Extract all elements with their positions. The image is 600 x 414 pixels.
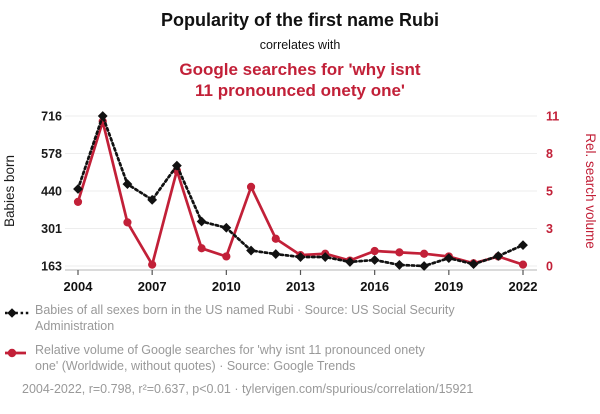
svg-text:2016: 2016: [360, 279, 389, 294]
black-diamond-dotted-line-icon: [5, 308, 30, 318]
legend-label-searches: Relative volume of Google searches for '…: [35, 343, 425, 373]
svg-text:716: 716: [41, 110, 62, 124]
svg-text:578: 578: [41, 147, 62, 161]
legend: Babies of all sexes born in the US named…: [4, 303, 579, 383]
svg-text:2010: 2010: [212, 279, 241, 294]
svg-text:2022: 2022: [509, 279, 538, 294]
svg-text:2013: 2013: [286, 279, 315, 294]
svg-text:301: 301: [41, 222, 62, 236]
svg-text:3: 3: [546, 222, 553, 236]
svg-text:5: 5: [546, 185, 553, 199]
legend-item-searches: Relative volume of Google searches for '…: [4, 343, 579, 374]
legend-label-babies: Babies of all sexes born in the US named…: [35, 303, 455, 333]
svg-text:440: 440: [41, 185, 62, 199]
svg-text:2007: 2007: [138, 279, 167, 294]
gridlines: [65, 115, 537, 267]
left-axis-tick-labels: 716 578 440 301 163: [41, 110, 62, 274]
line-chart: 716 578 440 301 163 11 8 5 3 0 2004 2007 2010 2013 201…: [2, 110, 598, 295]
series-babies: [73, 111, 528, 271]
stats-citation-line: 2004-2022, r=0.798, r²=0.637, p<0.01 · t…: [22, 382, 474, 396]
svg-text:8: 8: [546, 147, 553, 161]
correlates-with-label: correlates with: [259, 37, 341, 52]
left-axis-title: Babies born: [2, 155, 17, 227]
chart-header: Popularity of the first name Rubi correl…: [0, 6, 600, 101]
legend-item-babies: Babies of all sexes born in the US named…: [4, 303, 579, 334]
svg-text:2004: 2004: [64, 279, 94, 294]
svg-text:0: 0: [546, 260, 553, 274]
red-circle-solid-line-icon: [5, 348, 26, 358]
secondary-title: Google searches for 'why isnt 11 pronoun…: [179, 59, 421, 100]
svg-text:11: 11: [546, 110, 559, 124]
svg-text:2019: 2019: [434, 279, 463, 294]
right-axis-tick-labels: 11 8 5 3 0: [546, 110, 559, 274]
x-axis: 2004 2007 2010 2013 2016 2019 2022: [64, 269, 538, 294]
page-title: Popularity of the first name Rubi: [160, 10, 440, 30]
right-axis-title: Rel. search volume: [583, 133, 598, 249]
svg-text:163: 163: [41, 260, 62, 274]
